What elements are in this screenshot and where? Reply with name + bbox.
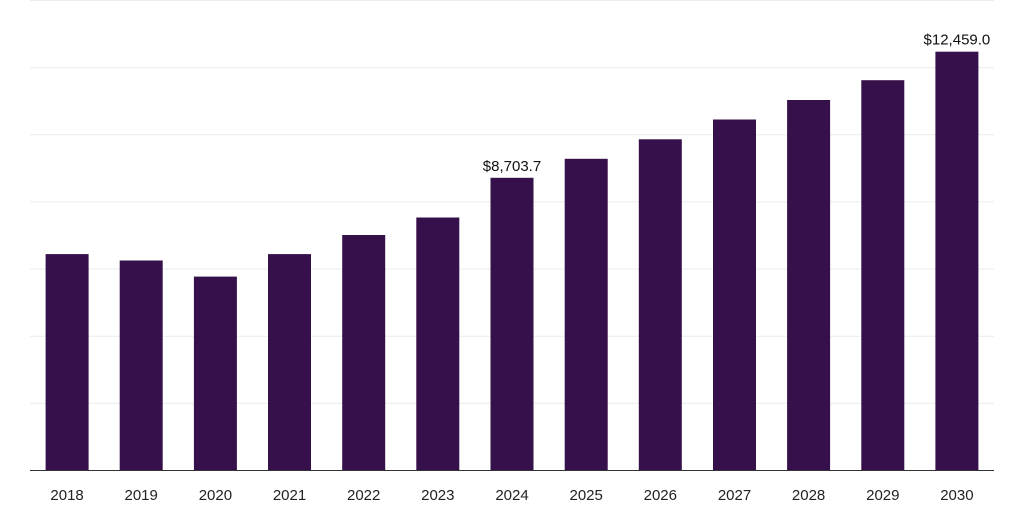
label-layer: $8,703.7 $12,459.0 [483, 32, 990, 175]
bar-2021[interactable] [268, 254, 311, 470]
x-tick-label: 2028 [792, 487, 825, 504]
x-tick-label: 2025 [570, 487, 603, 504]
bar-2030[interactable] [935, 51, 979, 470]
bar-2025[interactable] [564, 158, 608, 471]
bar-2023[interactable] [416, 217, 460, 471]
bar-2018[interactable] [45, 254, 89, 470]
x-tick-label: 2024 [495, 487, 528, 504]
x-tick-label: 2019 [125, 487, 158, 504]
bar-2020[interactable] [193, 276, 237, 470]
x-tick-label: 2023 [421, 487, 454, 504]
tick-layer: 2018 2019 2020 2021 2022 2023 2024 2025 2026 2027… [50, 487, 973, 504]
bar-2029[interactable] [861, 80, 905, 470]
bar-2022[interactable] [342, 235, 386, 470]
x-tick-label: 2029 [866, 487, 899, 504]
x-tick-label: 2030 [940, 487, 973, 504]
data-label-2030: $12,459.0 [924, 32, 991, 49]
x-tick-label: 2022 [347, 487, 380, 504]
x-tick-label: 2027 [718, 487, 751, 504]
bar-2028[interactable] [787, 100, 831, 470]
bar-layer [45, 51, 979, 471]
bar-2026[interactable] [638, 139, 682, 471]
bar-2027[interactable] [713, 119, 756, 471]
x-tick-label: 2020 [199, 487, 232, 504]
data-label-2024: $8,703.7 [483, 158, 541, 175]
x-tick-label: 2018 [50, 487, 83, 504]
x-tick-label: 2026 [644, 487, 677, 504]
x-tick-label: 2021 [273, 487, 306, 504]
bar-2019[interactable] [119, 260, 163, 471]
bar-2024[interactable] [490, 177, 534, 471]
